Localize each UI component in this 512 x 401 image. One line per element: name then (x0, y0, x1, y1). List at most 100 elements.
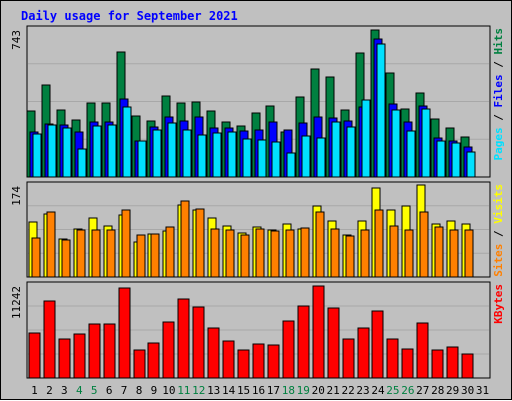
bar-kbytes-day-9 (147, 342, 160, 379)
bar-pages-day-15 (242, 138, 252, 178)
x-tick-label: 21 (327, 384, 340, 397)
x-tick-label: 17 (267, 384, 280, 397)
bar-pages-day-10 (167, 122, 177, 178)
bar-pages-day-24 (376, 43, 386, 178)
bar-kbytes-day-1 (28, 332, 41, 379)
x-tick-label: 7 (121, 384, 128, 397)
axis-label-hits-files-pages: Pages / Files / Hits (492, 28, 505, 161)
bar-pages-day-3 (62, 127, 72, 178)
bar-pages-day-2 (47, 124, 57, 178)
bar-kbytes-day-15 (237, 349, 250, 379)
bar-sites-day-11 (180, 200, 190, 278)
bar-pages-day-19 (301, 135, 311, 178)
bar-pages-day-27 (421, 108, 431, 178)
bar-pages-day-9 (152, 129, 162, 178)
bar-kbytes-day-13 (207, 327, 220, 379)
y-max-label: 743 (10, 30, 23, 50)
bar-pages-day-26 (406, 130, 416, 178)
x-tick-label: 3 (61, 384, 68, 397)
bar-kbytes-day-24 (371, 310, 384, 379)
x-tick-label: 2 (46, 384, 53, 397)
bar-sites-day-5 (91, 229, 101, 278)
bar-sites-day-8 (136, 234, 146, 278)
bar-sites-day-19 (300, 227, 310, 278)
x-tick-label: 8 (136, 384, 143, 397)
bar-pages-day-14 (227, 131, 237, 178)
axis-label-part: Pages (492, 127, 505, 160)
bar-sites-day-27 (419, 211, 429, 278)
bar-kbytes-day-22 (342, 338, 355, 379)
x-tick-label: 27 (416, 384, 429, 397)
x-tick-label: 25 (386, 384, 399, 397)
bar-sites-day-20 (315, 211, 325, 278)
bar-kbytes-day-16 (252, 343, 265, 379)
x-tick-label: 24 (371, 384, 385, 397)
bar-pages-day-28 (436, 140, 446, 178)
x-tick-label: 13 (207, 384, 220, 397)
bar-sites-day-16 (255, 228, 265, 278)
bar-pages-day-21 (331, 121, 341, 178)
bar-pages-day-5 (92, 125, 102, 178)
bar-kbytes-day-29 (446, 346, 459, 379)
bar-sites-day-17 (270, 230, 280, 278)
bar-sites-day-15 (240, 234, 250, 278)
bar-pages-day-20 (316, 137, 326, 178)
axis-label-part: KBytes (492, 284, 505, 324)
bar-kbytes-day-5 (88, 323, 101, 379)
bar-sites-day-2 (46, 211, 56, 278)
bar-sites-day-18 (285, 229, 295, 278)
bar-sites-day-25 (389, 225, 399, 278)
bar-sites-day-14 (225, 229, 235, 278)
x-tick-label: 23 (356, 384, 369, 397)
x-tick-label: 6 (106, 384, 113, 397)
axis-label-part: / (492, 224, 505, 244)
bar-sites-day-26 (404, 229, 414, 278)
bar-kbytes-day-26 (401, 348, 414, 379)
bar-pages-day-30 (466, 151, 476, 178)
bar-pages-day-16 (257, 139, 267, 178)
x-tick-label: 5 (91, 384, 98, 397)
y-max-label: 11242 (10, 286, 23, 319)
axis-label-part: Visits (492, 184, 505, 224)
bar-sites-day-23 (360, 229, 370, 278)
bar-kbytes-day-25 (386, 338, 399, 379)
x-tick-label: 1 (31, 384, 38, 397)
chart-title: Daily usage for September 2021 (21, 9, 238, 23)
x-tick-label: 31 (476, 384, 489, 397)
axis-label-part: Hits (492, 28, 505, 55)
bar-kbytes-day-19 (297, 305, 310, 379)
bar-pages-day-1 (32, 133, 42, 178)
bar-pages-day-8 (137, 140, 147, 178)
bar-kbytes-day-30 (461, 353, 474, 379)
bar-kbytes-day-8 (133, 349, 146, 379)
bar-kbytes-day-17 (267, 344, 280, 379)
x-tick-label: 4 (76, 384, 83, 397)
bar-kbytes-day-3 (58, 338, 71, 379)
bar-pages-day-13 (212, 132, 222, 178)
bar-kbytes-day-28 (431, 349, 444, 379)
bar-pages-day-23 (361, 99, 371, 178)
bar-kbytes-day-27 (416, 322, 429, 379)
bar-sites-day-10 (165, 226, 175, 278)
bar-sites-day-4 (76, 229, 86, 278)
bar-kbytes-day-14 (222, 340, 235, 379)
x-tick-label: 9 (151, 384, 158, 397)
bar-kbytes-day-6 (103, 323, 116, 379)
bar-sites-day-29 (449, 229, 459, 278)
bar-sites-day-7 (121, 209, 131, 278)
bar-sites-day-1 (31, 237, 41, 278)
bar-kbytes-day-2 (43, 300, 56, 379)
axis-label-part: / (492, 108, 505, 128)
bar-pages-day-29 (451, 142, 461, 178)
panel-kbytes: 11242 KBytes (10, 281, 505, 379)
axis-label-visits-sites: Sites / Visits (492, 184, 505, 277)
bar-kbytes-day-18 (282, 320, 295, 379)
x-tick-label: 12 (192, 384, 205, 397)
bar-pages-day-17 (271, 141, 281, 178)
bar-sites-day-30 (464, 229, 474, 278)
bar-kbytes-day-12 (192, 306, 205, 379)
bar-kbytes-day-23 (357, 327, 370, 379)
bar-kbytes-day-21 (327, 307, 340, 379)
